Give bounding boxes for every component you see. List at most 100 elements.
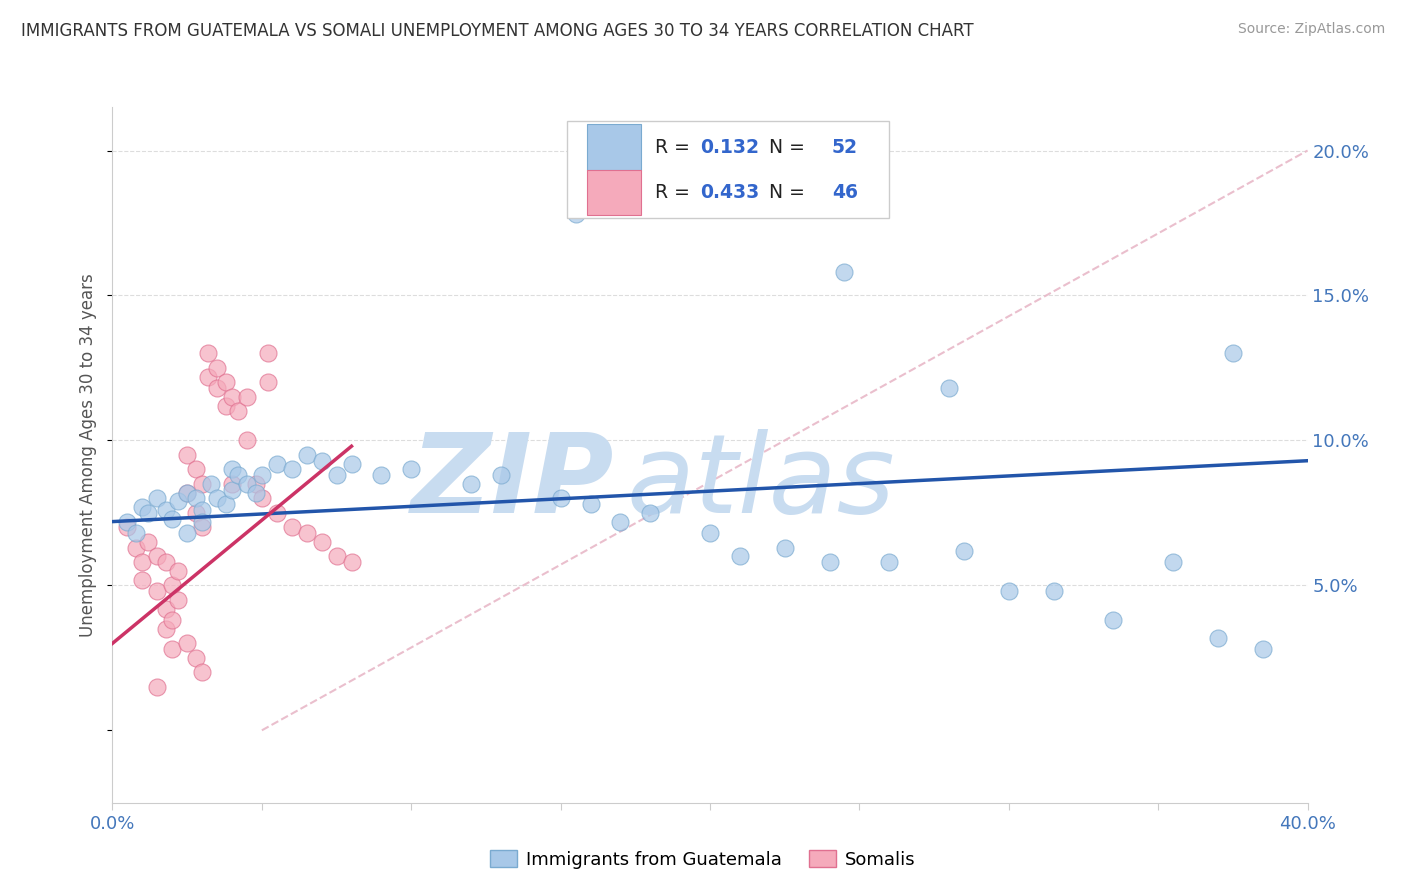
Point	[125, 541, 148, 555]
Point	[215, 399, 238, 413]
Point	[564, 207, 586, 221]
Point	[236, 390, 259, 404]
Point	[257, 376, 280, 390]
Point	[197, 369, 219, 384]
Point	[205, 491, 228, 506]
Point	[401, 462, 423, 476]
Point	[167, 592, 190, 607]
Point	[245, 485, 267, 500]
Point	[146, 549, 169, 564]
FancyBboxPatch shape	[586, 124, 641, 169]
Point	[176, 485, 198, 500]
Point	[579, 497, 602, 511]
Point	[176, 448, 198, 462]
Text: R =: R =	[655, 137, 696, 157]
Point	[155, 601, 177, 615]
Point	[205, 360, 228, 375]
Point	[1042, 584, 1064, 599]
Point	[167, 494, 190, 508]
Point	[340, 457, 363, 471]
FancyBboxPatch shape	[567, 121, 890, 219]
Point	[340, 555, 363, 569]
Point	[205, 381, 228, 395]
Point	[818, 555, 841, 569]
Point	[699, 526, 721, 541]
Point	[162, 578, 183, 592]
Legend: Immigrants from Guatemala, Somalis: Immigrants from Guatemala, Somalis	[482, 843, 924, 876]
Point	[257, 346, 280, 360]
Point	[197, 346, 219, 360]
Point	[186, 506, 208, 520]
Point	[640, 506, 662, 520]
Point	[550, 491, 572, 506]
Point	[281, 520, 304, 534]
Point	[162, 511, 183, 525]
Point	[226, 468, 249, 483]
Point	[1206, 631, 1229, 645]
Point	[131, 573, 153, 587]
Text: N =: N =	[756, 183, 810, 202]
Point	[370, 468, 392, 483]
Point	[138, 506, 160, 520]
Text: ZIP: ZIP	[411, 429, 614, 536]
Point	[186, 491, 208, 506]
Point	[167, 564, 190, 578]
Point	[117, 520, 139, 534]
Point	[191, 515, 214, 529]
Point	[460, 476, 482, 491]
Text: 52: 52	[832, 137, 858, 157]
Point	[221, 476, 243, 491]
Point	[245, 476, 267, 491]
Point	[125, 526, 148, 541]
Y-axis label: Unemployment Among Ages 30 to 34 years: Unemployment Among Ages 30 to 34 years	[79, 273, 97, 637]
Point	[236, 434, 259, 448]
Point	[191, 503, 214, 517]
Point	[266, 506, 288, 520]
Point	[295, 526, 318, 541]
Point	[281, 462, 304, 476]
Point	[191, 520, 214, 534]
Point	[773, 541, 796, 555]
Point	[311, 453, 333, 467]
Point	[215, 376, 238, 390]
Point	[489, 468, 512, 483]
Point	[221, 390, 243, 404]
Point	[146, 491, 169, 506]
Point	[215, 497, 238, 511]
Point	[186, 462, 208, 476]
Text: R =: R =	[655, 183, 696, 202]
Point	[155, 622, 177, 636]
Point	[998, 584, 1021, 599]
Text: 46: 46	[832, 183, 858, 202]
Point	[236, 476, 259, 491]
Point	[879, 555, 901, 569]
Point	[146, 680, 169, 694]
Point	[609, 515, 631, 529]
Point	[221, 462, 243, 476]
Text: 0.433: 0.433	[700, 183, 759, 202]
Point	[191, 665, 214, 680]
Point	[117, 515, 139, 529]
Point	[176, 526, 198, 541]
Point	[953, 543, 976, 558]
FancyBboxPatch shape	[586, 169, 641, 215]
Point	[728, 549, 751, 564]
Point	[186, 651, 208, 665]
Point	[1102, 613, 1125, 627]
Point	[834, 265, 856, 279]
Point	[138, 534, 160, 549]
Point	[938, 381, 960, 395]
Point	[146, 584, 169, 599]
Point	[1251, 642, 1274, 657]
Point	[155, 503, 177, 517]
Point	[295, 448, 318, 462]
Text: Source: ZipAtlas.com: Source: ZipAtlas.com	[1237, 22, 1385, 37]
Point	[176, 636, 198, 650]
Point	[200, 476, 222, 491]
Point	[226, 404, 249, 418]
Point	[191, 476, 214, 491]
Point	[162, 642, 183, 657]
Text: IMMIGRANTS FROM GUATEMALA VS SOMALI UNEMPLOYMENT AMONG AGES 30 TO 34 YEARS CORRE: IMMIGRANTS FROM GUATEMALA VS SOMALI UNEM…	[21, 22, 974, 40]
Text: N =: N =	[756, 137, 810, 157]
Point	[325, 549, 347, 564]
